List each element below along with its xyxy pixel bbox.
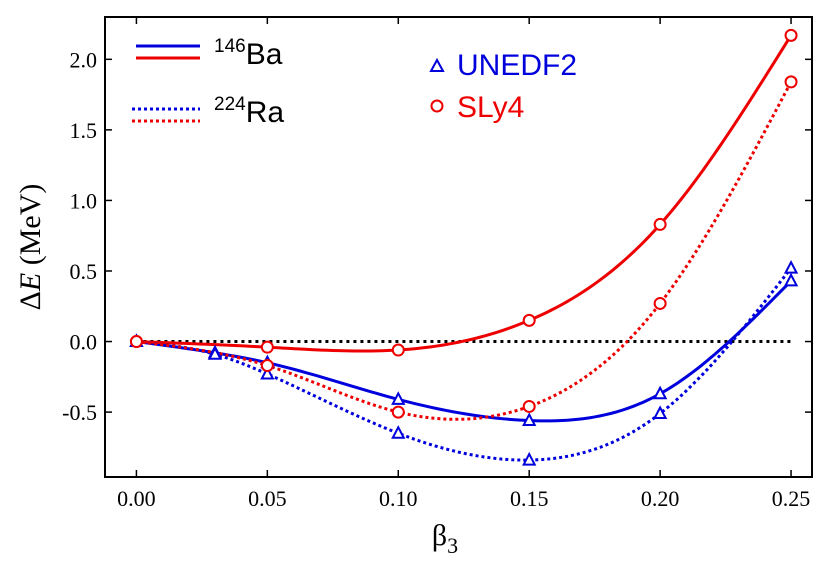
y-axis-title: ΔE (MeV) [14,184,47,311]
series-line-ra-unedf2 [136,267,793,462]
marker-ba-unedf2-6 [783,272,799,287]
marker-ra-unedf2-2 [260,365,275,380]
x-tick-label-0: 0.00 [117,486,156,511]
y-tick-label-2: 0.5 [70,259,98,284]
marker-ra-unedf2-4 [522,451,537,466]
marker-ra-sly4-5 [784,75,798,89]
marker-ra-sly4-0 [129,335,143,349]
legend-ba-label: 146Ba [214,36,283,71]
marker-ra-sly4-3 [522,399,536,413]
marker-ba-unedf2-3 [391,391,406,405]
x-tick-label-5: 0.25 [772,486,811,511]
marker-ra-unedf2-6 [783,260,799,274]
legend-sly4-marker [430,99,444,113]
marker-ra-sly4-1 [260,359,274,373]
y-tick-label-0: -0.5 [62,400,97,425]
series-line-ba-sly4 [136,34,793,353]
legend-unedf2-label: UNEDF2 [457,49,577,82]
plot-frame [104,16,813,478]
marker-ba-sly4-2 [391,343,405,357]
x-axis-title: β3 [432,519,458,558]
legend-lines: 146Ba 224Ra [132,36,284,129]
legend-unedf2-marker [429,57,445,72]
y-tick-label-1: 0.0 [70,330,98,355]
series-line-ra-sly4 [136,81,793,421]
marker-ra-sly4-2 [391,405,405,419]
x-tick-label-1: 0.05 [248,486,287,511]
legend-markers: UNEDF2 SLy4 [429,49,577,124]
y-tick-label-5: 2.0 [70,47,98,72]
marker-ba-sly4-1 [260,340,274,354]
marker-ba-sly4-4 [653,217,667,231]
marker-ra-unedf2-1 [207,346,223,360]
x-tick-label-2: 0.10 [379,486,418,511]
series-line-ba-unedf2 [136,279,793,423]
marker-ra-unedf2-3 [391,425,406,439]
marker-ba-sly4-5 [784,28,798,42]
marker-ba-unedf2-4 [522,412,537,427]
marker-ba-sly4-3 [522,313,536,327]
plot-area [129,28,799,466]
marker-ra-sly4-4 [653,296,667,310]
legend-ra-label: 224Ra [214,94,284,129]
legend-sly4-label: SLy4 [457,91,524,124]
y-tick-label-3: 1.0 [70,188,98,213]
y-tick-label-4: 1.5 [70,118,98,143]
marker-ra-unedf2-5 [652,405,668,420]
marker-ba-unedf2-5 [652,385,668,400]
x-tick-label-4: 0.20 [641,486,680,511]
x-tick-label-3: 0.15 [510,486,549,511]
axis-ticks: 0.00 0.05 0.10 0.15 0.20 0.25 -0.5 0.0 0.5 1.0 1.5… [62,17,812,511]
